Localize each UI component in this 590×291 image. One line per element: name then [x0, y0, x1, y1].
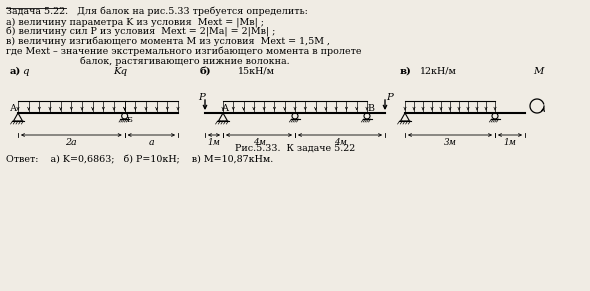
- Text: P: P: [198, 93, 205, 102]
- Text: б) величину сил P из условия  Мext = 2|Мa| = 2|Мв| ;: б) величину сил P из условия Мext = 2|Мa…: [6, 27, 276, 37]
- Text: P: P: [386, 93, 393, 102]
- Text: 2а: 2а: [65, 138, 77, 147]
- Text: 1м: 1м: [208, 138, 221, 147]
- Text: Рис.5.33.  К задаче 5.22: Рис.5.33. К задаче 5.22: [235, 144, 355, 153]
- Text: Б: Б: [127, 116, 133, 124]
- Text: Задача 5.22.   Для балок на рис.5.33 требуется определить:: Задача 5.22. Для балок на рис.5.33 требу…: [6, 7, 308, 17]
- Text: Ответ:    а) K=0,6863;   б) P=10кН;    в) M=10,87кНм.: Ответ: а) K=0,6863; б) P=10кН; в) M=10,8…: [6, 155, 273, 164]
- Text: 4м: 4м: [333, 138, 346, 147]
- Text: 1м: 1м: [503, 138, 516, 147]
- Text: б): б): [200, 67, 212, 76]
- Text: 15кН/м: 15кН/м: [238, 67, 275, 76]
- Text: В: В: [368, 104, 375, 113]
- Text: М: М: [533, 67, 543, 76]
- Text: q: q: [22, 67, 28, 76]
- Text: А: А: [222, 104, 230, 113]
- Text: 4м: 4м: [253, 138, 266, 147]
- Text: в): в): [400, 67, 412, 76]
- Text: а: а: [149, 138, 154, 147]
- Text: 12кН/м: 12кН/м: [420, 67, 457, 76]
- Text: а): а): [10, 67, 21, 76]
- Text: балок, растягивающего нижние волокна.: балок, растягивающего нижние волокна.: [80, 57, 290, 67]
- Text: 3м: 3м: [444, 138, 457, 147]
- Text: Kq: Kq: [113, 67, 127, 76]
- Text: где Мext – значение экстремального изгибающего момента в пролете: где Мext – значение экстремального изгиб…: [6, 47, 362, 56]
- Text: а) величину параметра K из условия  Мext = |Мв| ;: а) величину параметра K из условия Мext …: [6, 17, 264, 26]
- Text: в) величину изгибающего момента М из условия  Мext = 1,5М ,: в) величину изгибающего момента М из усл…: [6, 37, 330, 47]
- Text: А: А: [10, 104, 17, 113]
